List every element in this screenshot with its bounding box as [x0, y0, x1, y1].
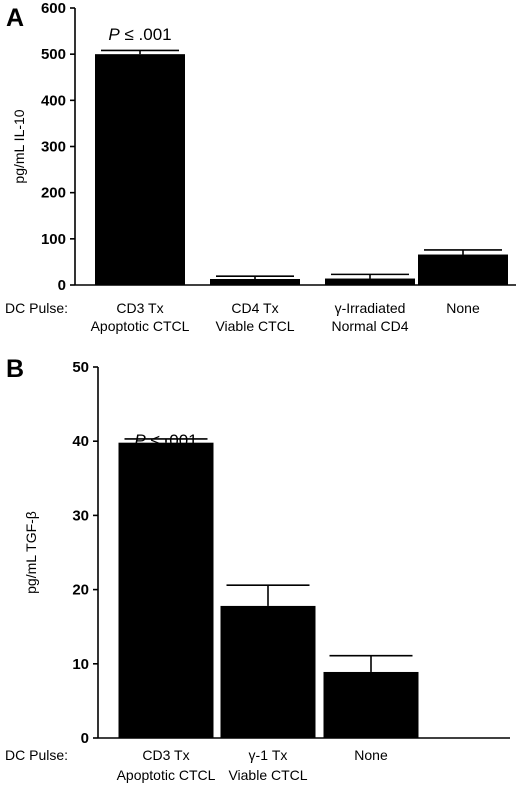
panel-letter: B	[6, 355, 24, 383]
x-prefix-label: DC Pulse:	[5, 747, 68, 763]
category-label: Apoptotic CTCL	[91, 318, 190, 334]
y-axis-label: pg/mL IL-10	[11, 109, 27, 183]
y-tick-label: 400	[41, 92, 66, 109]
y-tick-label: 50	[72, 359, 89, 376]
category-label: γ-1 Tx	[249, 747, 288, 763]
significance-label: P ≤ .001	[108, 25, 171, 44]
category-label: Viable CTCL	[215, 318, 294, 334]
category-label: CD3 Tx	[116, 300, 163, 316]
y-tick-label: 500	[41, 46, 66, 63]
category-label: Normal CD4	[331, 318, 408, 334]
y-tick-label: 200	[41, 185, 66, 202]
bar	[118, 442, 214, 738]
significance-p: P	[134, 431, 146, 450]
panel-b: B 0 10 20 30 40 50 pg/mL TGF-β CD3 Tx Apoptotic C…	[5, 355, 510, 783]
y-tick-label: 100	[41, 231, 66, 248]
y-tick-label: 30	[72, 507, 89, 524]
y-tick-label: 0	[58, 277, 66, 294]
y-tick-label: 300	[41, 139, 66, 156]
significance-value: ≤ .001	[120, 25, 172, 44]
significance-value: ≤ .001	[146, 431, 198, 450]
significance-label: P ≤ .001	[134, 431, 197, 450]
bar	[220, 605, 316, 738]
category-label: None	[354, 747, 388, 763]
bar	[95, 54, 185, 285]
category-label: γ-Irradiated	[335, 300, 406, 316]
y-tick-label: 10	[72, 656, 89, 673]
bar	[325, 278, 415, 285]
category-label: None	[446, 300, 480, 316]
y-tick-label: 0	[81, 730, 89, 747]
panel-a: A 0 100 200 300 400 500 600 pg/mL IL-10 CD3 Tx Apo…	[5, 0, 516, 334]
bar	[323, 671, 419, 738]
category-label: Viable CTCL	[228, 767, 307, 783]
significance-p: P	[108, 25, 120, 44]
y-tick-label: 600	[41, 0, 66, 17]
panel-letter: A	[6, 4, 24, 32]
bar	[210, 278, 300, 285]
category-label: CD4 Tx	[231, 300, 278, 316]
y-tick-label: 20	[72, 582, 89, 599]
category-label: CD3 Tx	[142, 747, 189, 763]
y-tick-label: 40	[72, 433, 89, 450]
y-axis-label: pg/mL TGF-β	[23, 511, 39, 594]
bar	[418, 254, 508, 285]
category-label: Apoptotic CTCL	[117, 767, 216, 783]
x-prefix-label: DC Pulse:	[5, 300, 68, 316]
